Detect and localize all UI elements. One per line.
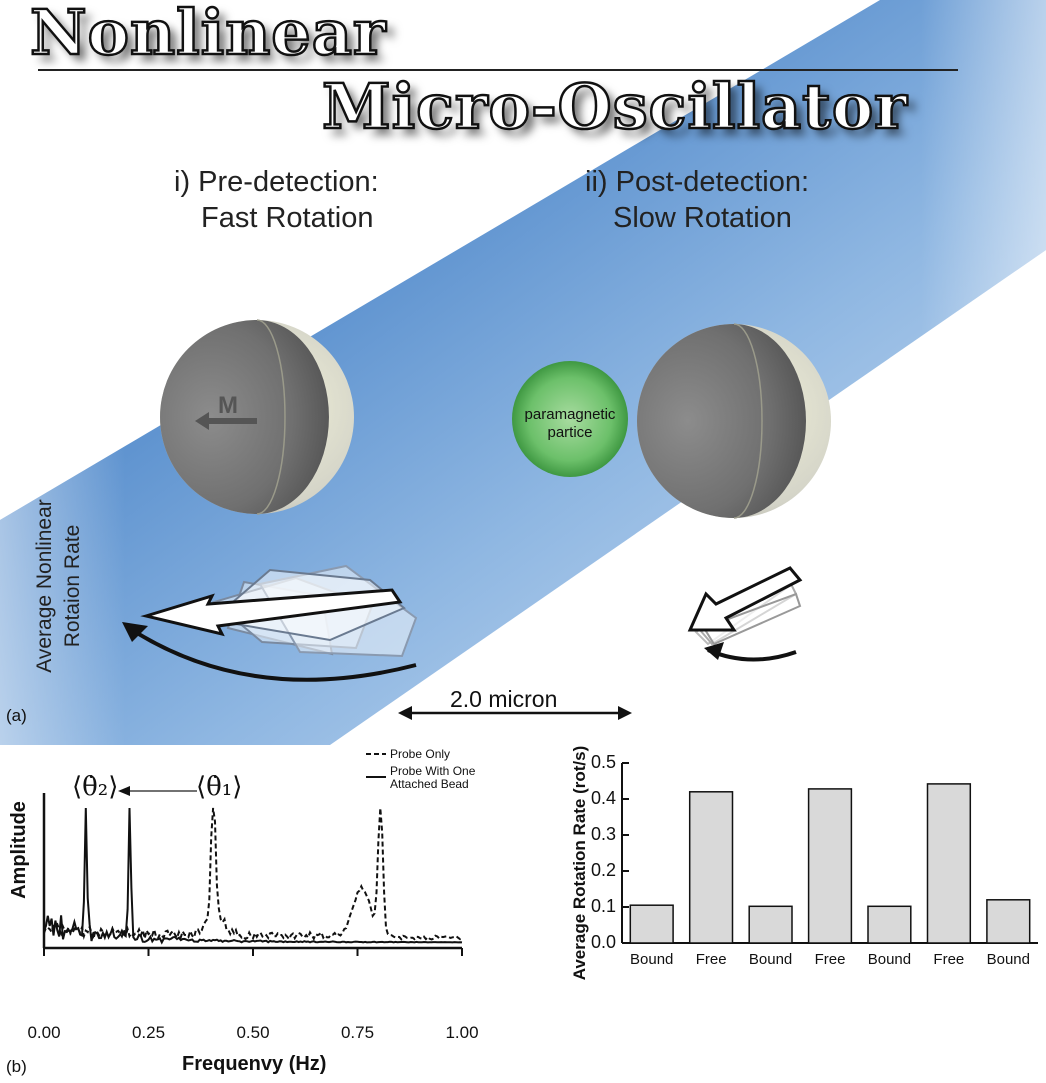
bar <box>807 788 853 944</box>
scale-bar <box>398 706 632 720</box>
panel-a-label: (a) <box>6 706 27 725</box>
fast-rotation-arrows <box>122 564 418 682</box>
probe-sphere-slow <box>637 323 831 519</box>
bar-y-tick-label: 0.3 <box>590 824 616 844</box>
particle-label-line1: paramagnetic <box>524 406 616 423</box>
spectrum-x-tick-label: 0.75 <box>340 1023 375 1042</box>
bar <box>986 899 1031 944</box>
rate-label-line2: Rotaion Rate <box>61 524 84 648</box>
bar <box>629 904 674 944</box>
bar-y-tick-label: 0.1 <box>590 896 616 916</box>
spectrum-x-tick-label: 0.00 <box>27 1023 61 1042</box>
bar-y-tick-label: 0.0 <box>590 932 616 952</box>
bar <box>748 905 793 944</box>
spectrum-plot <box>42 753 463 956</box>
stage2-caption-line1: ii) Post-detection: <box>585 166 810 198</box>
bar-category-label: Free <box>933 951 965 968</box>
theta2-label: ⟨θ̇₂⟩ <box>72 772 119 802</box>
title-line-2: Micro-Oscillator <box>321 69 908 145</box>
bar-y-tick-label: 0.2 <box>590 860 616 880</box>
probe-only-curve <box>43 807 463 944</box>
probe-with-bead-curve <box>43 807 463 945</box>
stage1-caption-line1: i) Pre-detection: <box>174 166 379 198</box>
scale-bar-label: 2.0 micron <box>450 686 558 712</box>
legend-dashed-label: Probe Only <box>390 747 451 761</box>
bar-y-tick-label: 0.5 <box>590 752 616 772</box>
bar <box>926 783 972 944</box>
legend-solid-label-line1: Probe With One <box>390 764 476 778</box>
stage2-caption-line2: Slow Rotation <box>613 202 792 234</box>
spectrum-x-tick-label: 1.00 <box>445 1023 479 1042</box>
panel-b-label: (b) <box>6 1057 27 1076</box>
bar-category-label: Bound <box>986 951 1030 968</box>
particle-label-line2: partice <box>547 424 593 441</box>
rotation-rate-bar-chart <box>621 762 1038 944</box>
bar-y-tick-label: 0.4 <box>590 788 616 808</box>
spectrum-x-tick-label: 0.50 <box>236 1023 270 1042</box>
legend-solid-label-line2: Attached Bead <box>390 777 469 791</box>
rate-label-line1: Average Nonlinear <box>33 499 56 673</box>
illustration <box>0 0 1046 745</box>
bar-category-label: Free <box>695 951 727 968</box>
title-line-1: Nonlinear <box>29 0 387 70</box>
probe-sphere-fast <box>160 319 354 515</box>
spectrum-ylabel: Amplitude <box>8 801 30 899</box>
spectrum-x-tick-label: 0.25 <box>131 1023 166 1042</box>
bar <box>867 905 912 944</box>
bar-chart-ylabel: Average Rotation Rate (rot/s) <box>570 745 589 981</box>
moment-label: M <box>218 392 238 419</box>
bar <box>688 791 734 944</box>
bar-category-label: Free <box>814 951 846 968</box>
bar-category-label: Bound <box>867 951 912 968</box>
bar-category-label: Bound <box>748 951 793 968</box>
theta1-label: ⟨θ̇₁⟩ <box>196 772 243 802</box>
paramagnetic-particle <box>512 361 628 477</box>
stage1-caption-line2: Fast Rotation <box>201 202 374 234</box>
slow-rotation-arrows <box>687 566 803 662</box>
bar-category-label: Bound <box>630 951 674 968</box>
spectrum-xlabel: Frequenvy (Hz) <box>182 1053 327 1075</box>
